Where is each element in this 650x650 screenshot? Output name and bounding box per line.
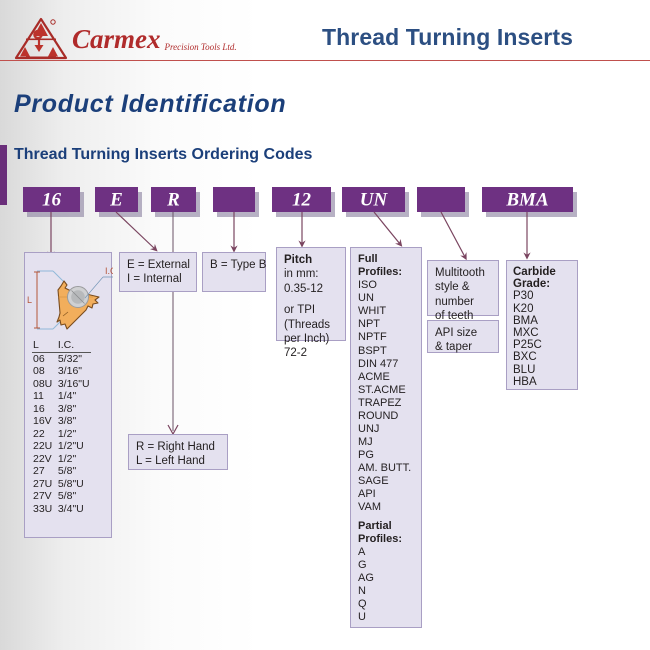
svg-text:I.C.: I.C. bbox=[105, 266, 113, 276]
svg-text:L: L bbox=[27, 295, 32, 305]
